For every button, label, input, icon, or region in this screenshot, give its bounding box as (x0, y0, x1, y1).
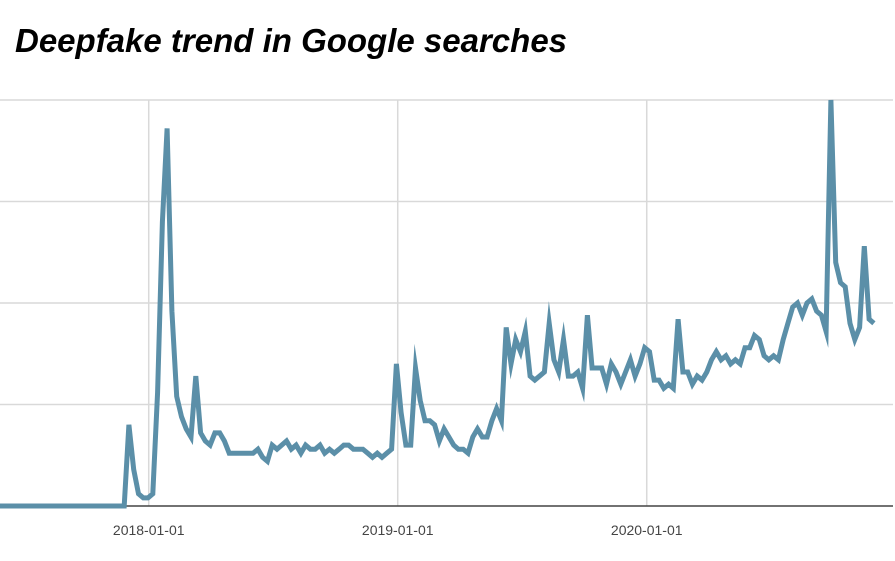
chart-title: Deepfake trend in Google searches (15, 22, 568, 59)
x-tick-label: 2019-01-01 (362, 522, 434, 538)
x-tick-labels: 2018-01-01 2019-01-01 2020-01-01 (113, 522, 683, 538)
gridlines (0, 99, 893, 506)
series-group (0, 99, 876, 509)
series-line (0, 99, 876, 509)
x-tick-label: 2018-01-01 (113, 522, 185, 538)
x-tick-label: 2020-01-01 (611, 522, 683, 538)
